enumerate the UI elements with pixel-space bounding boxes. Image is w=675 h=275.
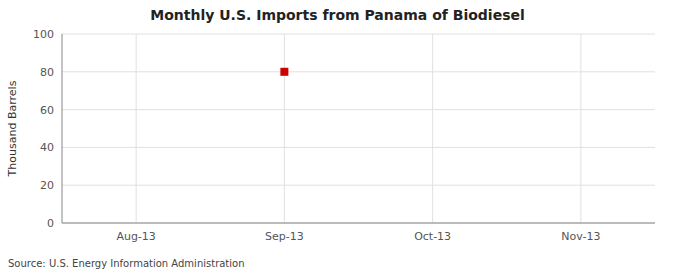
x-grid-line	[284, 34, 285, 223]
y-grid-line	[62, 147, 655, 148]
x-tick-label: Nov-13	[561, 230, 600, 243]
y-axis-label: Thousand Barrels	[6, 80, 19, 177]
x-grid-line	[580, 34, 581, 223]
marks	[280, 68, 288, 76]
x-tick-label: Oct-13	[414, 230, 451, 243]
x-grid-line	[432, 34, 433, 223]
x-grid-line	[136, 34, 137, 223]
y-grid-line	[62, 109, 655, 110]
source-note: Source: U.S. Energy Information Administ…	[8, 258, 245, 269]
title: Monthly U.S. Imports from Panama of Biod…	[150, 7, 525, 23]
grid	[62, 34, 655, 223]
data-point	[280, 68, 288, 76]
y-grid-line	[62, 34, 655, 35]
chart-container: 0 20 40 60 80 100 Aug-13 Sep-13 Oct-13 Nov-13 Mont…	[0, 0, 675, 275]
y-axis-line	[62, 34, 63, 223]
y-grid-line	[62, 185, 655, 186]
y-tick-label: 80	[40, 66, 54, 79]
x-axis-line	[62, 223, 655, 224]
y-tick-label: 100	[33, 28, 54, 41]
x-tick-label: Sep-13	[265, 230, 304, 243]
y-tick-label: 20	[40, 179, 54, 192]
y-tick-label: 0	[47, 217, 54, 230]
y-tick-label: 40	[40, 141, 54, 154]
y-grid-line	[62, 71, 655, 72]
chart-svg: 0 20 40 60 80 100 Aug-13 Sep-13 Oct-13 Nov-13 Mont…	[0, 0, 675, 275]
y-grid-line	[62, 223, 655, 224]
y-tick-label: 60	[40, 104, 54, 117]
x-tick-label: Aug-13	[116, 230, 155, 243]
